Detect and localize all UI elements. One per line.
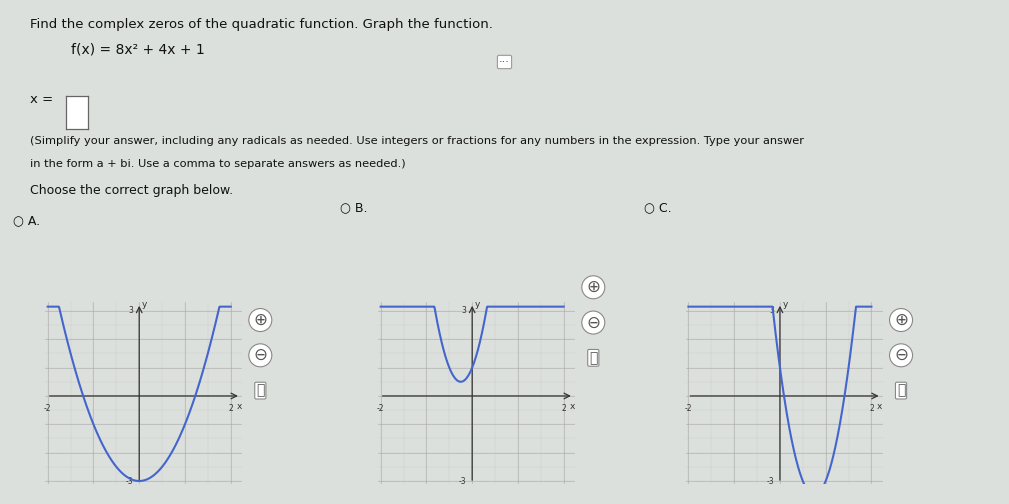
Text: x: x <box>236 402 241 411</box>
Text: -3: -3 <box>126 476 134 485</box>
Text: x: x <box>877 402 882 411</box>
Text: ○ B.: ○ B. <box>340 202 367 215</box>
Text: -2: -2 <box>44 404 51 413</box>
Text: x =: x = <box>30 93 58 106</box>
Text: ···: ··· <box>499 57 510 67</box>
Text: y: y <box>475 300 480 309</box>
Text: -2: -2 <box>685 404 692 413</box>
Text: -3: -3 <box>459 476 467 485</box>
Text: y: y <box>142 300 147 309</box>
Text: -3: -3 <box>767 476 775 485</box>
Text: ⊖: ⊖ <box>586 313 600 332</box>
Text: ⊕: ⊕ <box>894 311 908 329</box>
Text: -2: -2 <box>377 404 384 413</box>
Text: in the form a + bi. Use a comma to separate answers as needed.): in the form a + bi. Use a comma to separ… <box>30 159 406 169</box>
Text: 3: 3 <box>462 306 467 316</box>
Text: y: y <box>783 300 788 309</box>
Text: ○ C.: ○ C. <box>644 202 671 215</box>
Text: 3: 3 <box>129 306 134 316</box>
Text: 2: 2 <box>869 404 874 413</box>
Text: 2: 2 <box>561 404 566 413</box>
Text: ⧉: ⧉ <box>256 384 264 398</box>
Text: ⧉: ⧉ <box>897 384 905 398</box>
Text: Choose the correct graph below.: Choose the correct graph below. <box>30 184 233 197</box>
Text: ⧉: ⧉ <box>589 351 597 365</box>
Text: Find the complex zeros of the quadratic function. Graph the function.: Find the complex zeros of the quadratic … <box>30 18 493 31</box>
Text: x: x <box>569 402 574 411</box>
Text: ⊖: ⊖ <box>894 346 908 364</box>
Text: 2: 2 <box>228 404 233 413</box>
Text: ⊕: ⊕ <box>253 311 267 329</box>
Text: ⊕: ⊕ <box>586 278 600 296</box>
Text: (Simplify your answer, including any radicals as needed. Use integers or fractio: (Simplify your answer, including any rad… <box>30 136 804 146</box>
Text: 3: 3 <box>770 306 775 316</box>
Text: f(x) = 8x² + 4x + 1: f(x) = 8x² + 4x + 1 <box>71 43 205 57</box>
Text: ○ A.: ○ A. <box>13 214 40 227</box>
Text: ⊖: ⊖ <box>253 346 267 364</box>
